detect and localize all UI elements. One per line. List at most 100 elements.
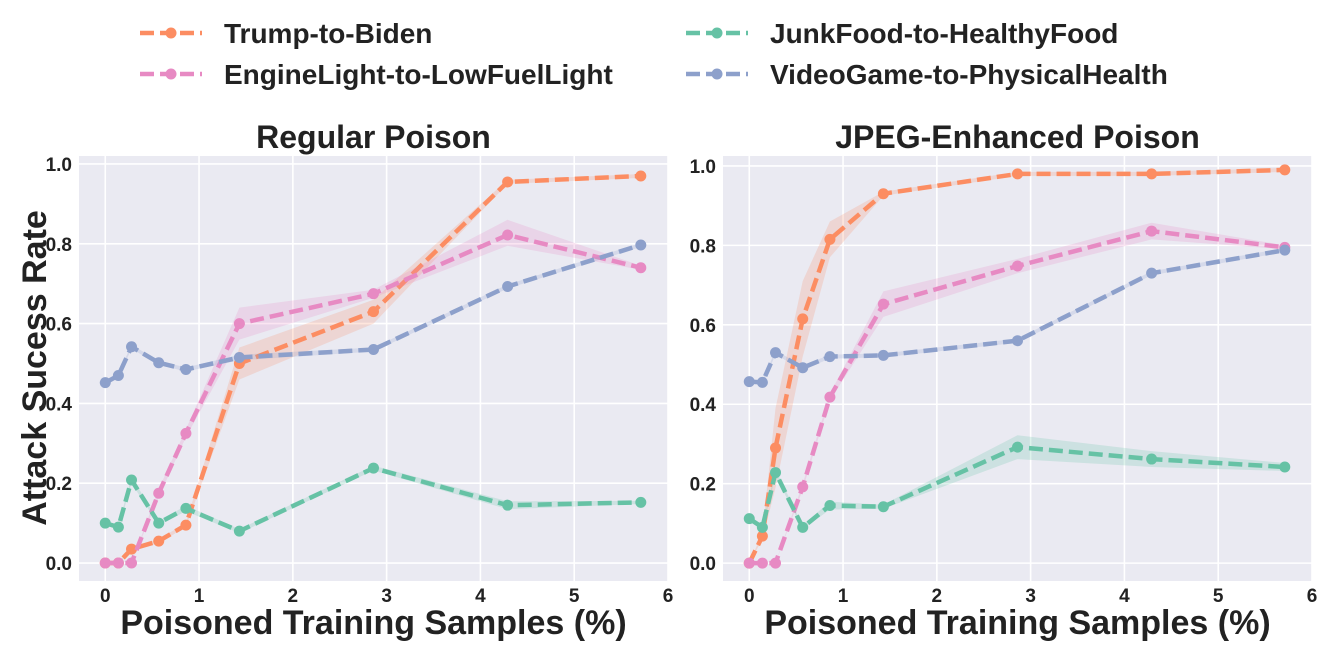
data-point (1146, 267, 1158, 279)
data-point (1012, 335, 1023, 347)
data-point (1279, 461, 1291, 473)
chart-title: Regular Poison (256, 119, 491, 155)
x-tick-label: 0 (744, 586, 755, 607)
x-tick-label: 3 (1025, 586, 1036, 607)
data-point (233, 525, 245, 537)
legend-entry-videogame-to-physicalhealth: VideoGame-to-PhysicalHealth (686, 59, 1168, 90)
y-tick-label: 0.6 (46, 315, 72, 336)
data-point (756, 521, 768, 533)
x-tick-label: 1 (194, 586, 205, 607)
y-tick-label: 0.2 (690, 475, 716, 496)
y-tick-label: 0.6 (690, 316, 716, 337)
data-point (112, 521, 124, 533)
series-junkfood-to-healthyfood (99, 462, 647, 537)
data-point (112, 557, 124, 569)
data-point (1012, 260, 1023, 272)
data-point (153, 517, 165, 529)
data-point (743, 376, 755, 388)
data-point (233, 318, 245, 330)
x-tick-label: 4 (475, 586, 486, 607)
series-videogame-to-physicalhealth (743, 244, 1291, 388)
series-line (747, 167, 1285, 565)
data-point (1146, 453, 1158, 465)
legend-marker (711, 27, 723, 39)
y-tick-label: 0.8 (46, 235, 72, 256)
series-junkfood-to-healthyfood (743, 435, 1291, 533)
x-tick-label: 5 (1213, 586, 1224, 607)
legend-label: EngineLight-to-LowFuelLight (224, 59, 613, 90)
data-point (1012, 168, 1023, 180)
data-point (502, 229, 514, 241)
data-point (743, 513, 755, 525)
x-tick-label: 3 (381, 586, 392, 607)
data-point (126, 543, 138, 555)
data-point (877, 188, 889, 200)
data-point (180, 363, 192, 375)
data-point (153, 487, 165, 499)
data-point (126, 557, 138, 569)
data-point (824, 233, 836, 245)
data-point (797, 481, 809, 493)
chart-regular-poison: 0 1 2 3 4 5 6 0.0 0.2 0.4 0.6 0.8 1.0 Regular Poison P… (46, 119, 674, 642)
data-point (770, 442, 782, 454)
legend-entry-trump-to-biden: Trump-to-Biden (140, 18, 432, 49)
x-tick-label: 6 (1307, 586, 1318, 607)
legend-marker (711, 68, 723, 80)
data-point (743, 557, 755, 569)
data-point (877, 501, 889, 513)
data-point (635, 262, 647, 274)
confidence-band (105, 219, 641, 564)
plot-area (723, 156, 1312, 581)
y-axis-label: Attack Sucess Rate (16, 210, 54, 526)
data-point (877, 349, 889, 361)
data-point (99, 557, 111, 569)
y-tick-label: 1.0 (690, 157, 716, 178)
y-tick-label: 0.8 (690, 236, 716, 257)
data-point (756, 376, 768, 388)
data-point (502, 280, 514, 292)
data-point (756, 530, 768, 542)
data-point (635, 170, 647, 182)
y-tick-label: 0.4 (690, 395, 717, 416)
data-point (126, 474, 138, 486)
x-tick-label: 6 (663, 586, 674, 607)
data-point (153, 357, 165, 369)
x-tick-label: 5 (569, 586, 580, 607)
series-videogame-to-physicalhealth (99, 239, 647, 389)
y-tick-label: 0.4 (46, 394, 73, 415)
legend-marker (165, 27, 177, 39)
data-point (368, 306, 379, 318)
data-point (112, 369, 124, 381)
data-point (180, 519, 192, 531)
data-point (824, 500, 836, 512)
y-tick-label: 0.2 (46, 474, 72, 495)
data-point (797, 313, 809, 325)
data-point (797, 521, 809, 533)
data-point (153, 535, 165, 547)
legend-marker (165, 68, 177, 80)
data-point (368, 288, 379, 300)
legend-label: JunkFood-to-HealthyFood (770, 18, 1118, 49)
legend-label: VideoGame-to-PhysicalHealth (770, 59, 1168, 90)
data-point (756, 557, 768, 569)
data-point (368, 462, 379, 474)
data-point (1279, 164, 1291, 176)
data-point (368, 344, 379, 356)
data-point (797, 362, 809, 374)
legend: Trump-to-Biden EngineLight-to-LowFuelLigh… (140, 18, 1168, 90)
data-point (635, 239, 647, 251)
x-tick-label: 2 (288, 586, 299, 607)
data-point (1146, 225, 1158, 237)
chart-title: JPEG-Enhanced Poison (835, 119, 1200, 155)
y-tick-label: 0.0 (690, 554, 716, 575)
data-point (180, 502, 192, 514)
data-point (770, 557, 782, 569)
series-enginelight-to-lowfuellight (99, 219, 647, 569)
data-point (824, 391, 836, 403)
legend-label: Trump-to-Biden (224, 18, 432, 49)
y-tick-label: 0.0 (46, 554, 72, 575)
data-point (770, 467, 782, 479)
series-enginelight-to-lowfuellight (743, 222, 1291, 569)
data-point (180, 427, 192, 439)
